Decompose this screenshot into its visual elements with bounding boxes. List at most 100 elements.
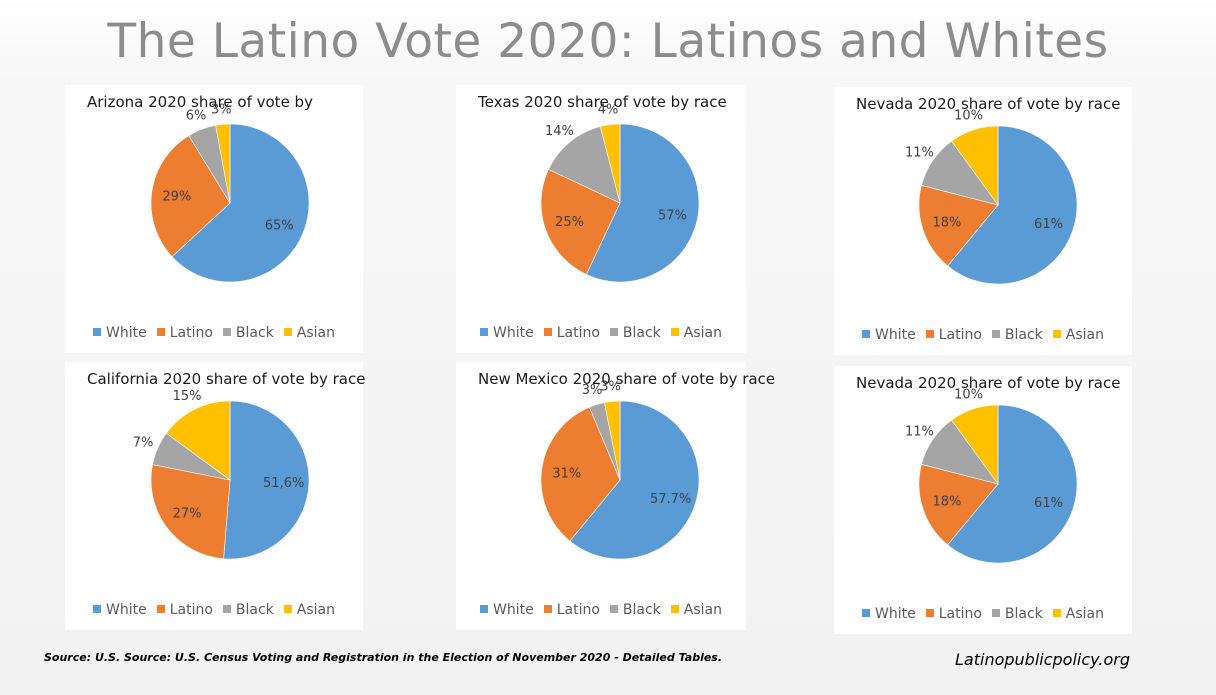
chart-title: New Mexico 2020 share of vote by race <box>478 370 776 388</box>
data-label: 3% <box>211 102 232 117</box>
legend-item-black: Black <box>609 325 661 341</box>
pie-chart: 65% 29% 6% 3% <box>150 102 310 283</box>
legend-item-black: Black <box>991 606 1043 622</box>
pie-slice-latino <box>150 464 231 560</box>
legend-swatch <box>283 328 292 336</box>
pie-slice-latino <box>918 463 999 546</box>
legend-label: Asian <box>296 325 336 341</box>
data-label: 11% <box>905 146 934 161</box>
legend-label: White <box>874 327 916 343</box>
legend-label: White <box>492 325 534 341</box>
chart-card: Arizona 2020 share of vote by 65% 29% 6% 3% W… <box>65 85 363 353</box>
chart-legend: White Latino Black Asian <box>65 325 363 341</box>
pie-slice-white <box>585 123 700 283</box>
legend-swatch <box>991 609 1000 617</box>
legend-item-asian: Asian <box>1052 327 1104 343</box>
legend-swatch <box>670 605 679 613</box>
legend-item-white: White <box>479 602 534 618</box>
legend-label: Asian <box>1065 606 1105 622</box>
legend-label: Black <box>1004 327 1043 343</box>
chart-card: California 2020 share of vote by race 51,… <box>65 362 366 630</box>
legend-swatch <box>991 330 1000 338</box>
pie-slice-white <box>223 400 310 560</box>
pie-slice-asian <box>165 400 231 481</box>
chart-legend: White Latino Black Asian <box>456 325 746 341</box>
legend-label: Latino <box>938 327 982 343</box>
data-label: 27% <box>173 506 202 521</box>
legend-swatch <box>861 609 870 617</box>
source-note: Source: U.S. Source: U.S. Census Voting … <box>44 651 723 664</box>
legend-swatch <box>92 605 101 613</box>
legend-item-latino: Latino <box>156 325 213 341</box>
data-label: 10% <box>954 388 983 403</box>
pie-slice-white <box>569 400 700 560</box>
legend-swatch <box>283 605 292 613</box>
chart-title: Arizona 2020 share of vote by <box>87 93 313 111</box>
legend-swatch <box>479 328 488 336</box>
data-label: 61% <box>1034 496 1063 511</box>
legend-item-asian: Asian <box>670 325 723 341</box>
pie-slice-latino <box>540 168 621 275</box>
legend-label: Black <box>1004 606 1043 622</box>
legend-swatch <box>479 605 488 613</box>
legend-label: Asian <box>296 602 336 618</box>
data-label: 61% <box>1034 217 1063 232</box>
legend-swatch <box>1052 609 1061 617</box>
chart-legend: White Latino Black Asian <box>834 327 1132 343</box>
legend-label: Asian <box>683 325 723 341</box>
pie-slice-latino <box>540 406 621 542</box>
legend-item-white: White <box>479 325 534 341</box>
legend-swatch <box>92 328 101 336</box>
legend-swatch <box>609 605 618 613</box>
pie-chart: 57.7% 31% 3%3% <box>540 380 700 560</box>
site-name: Latinopublicpolicy.org <box>955 650 1130 669</box>
legend-item-black: Black <box>222 325 274 341</box>
legend-label: Latino <box>169 325 213 341</box>
data-label: 11% <box>905 425 934 440</box>
legend-label: Black <box>235 602 274 618</box>
data-label: 4% <box>598 103 619 118</box>
data-label: 3% <box>600 380 621 395</box>
data-label: 18% <box>932 216 961 231</box>
pie-slice-white <box>947 125 1078 285</box>
legend-swatch <box>670 328 679 336</box>
legend-item-latino: Latino <box>925 606 982 622</box>
legend-item-asian: Asian <box>1052 606 1105 622</box>
data-label: 15% <box>173 389 202 404</box>
legend-swatch <box>156 328 165 336</box>
legend-item-latino: Latino <box>543 602 600 618</box>
legend-item-asian: Asian <box>283 325 336 341</box>
legend-label: White <box>105 325 147 341</box>
legend-label: Asian <box>683 602 723 618</box>
chart-card: Nevada 2020 share of vote by race 61% 18% 1… <box>834 366 1132 634</box>
legend-item-asian: Asian <box>283 602 336 618</box>
pie-slice-asian <box>951 125 999 206</box>
chart-title: California 2020 share of vote by race <box>87 370 366 388</box>
chart-legend: White Latino Black Asian <box>65 602 363 618</box>
pie-chart: 61% 18% 11% 10% <box>905 388 1078 564</box>
pie-slice-latino <box>918 184 999 267</box>
legend-item-black: Black <box>222 602 274 618</box>
legend-item-white: White <box>92 325 147 341</box>
data-label: 57.7% <box>650 492 691 507</box>
legend-label: Latino <box>169 602 213 618</box>
legend-label: Latino <box>938 606 982 622</box>
legend-item-white: White <box>861 327 916 343</box>
legend-item-white: White <box>861 606 916 622</box>
legend-item-latino: Latino <box>925 327 982 343</box>
pie-slice-latino <box>150 135 231 258</box>
legend-swatch <box>609 328 618 336</box>
pie-slice-asian <box>599 123 621 204</box>
data-label: 14% <box>545 124 574 139</box>
data-label: 51,6% <box>263 476 304 491</box>
chart-title: Nevada 2020 share of vote by race <box>856 95 1121 113</box>
legend-label: Black <box>235 325 274 341</box>
pie-chart: 61% 18% 11% 10% <box>905 109 1078 285</box>
pie-slice-asian <box>604 400 621 481</box>
legend-swatch <box>156 605 165 613</box>
data-label: 31% <box>552 466 581 481</box>
chart-card: Nevada 2020 share of vote by race 61% 18% 1… <box>834 87 1132 355</box>
data-label: 3% <box>582 383 603 398</box>
data-label: 65% <box>265 219 294 234</box>
data-label: 18% <box>932 495 961 510</box>
